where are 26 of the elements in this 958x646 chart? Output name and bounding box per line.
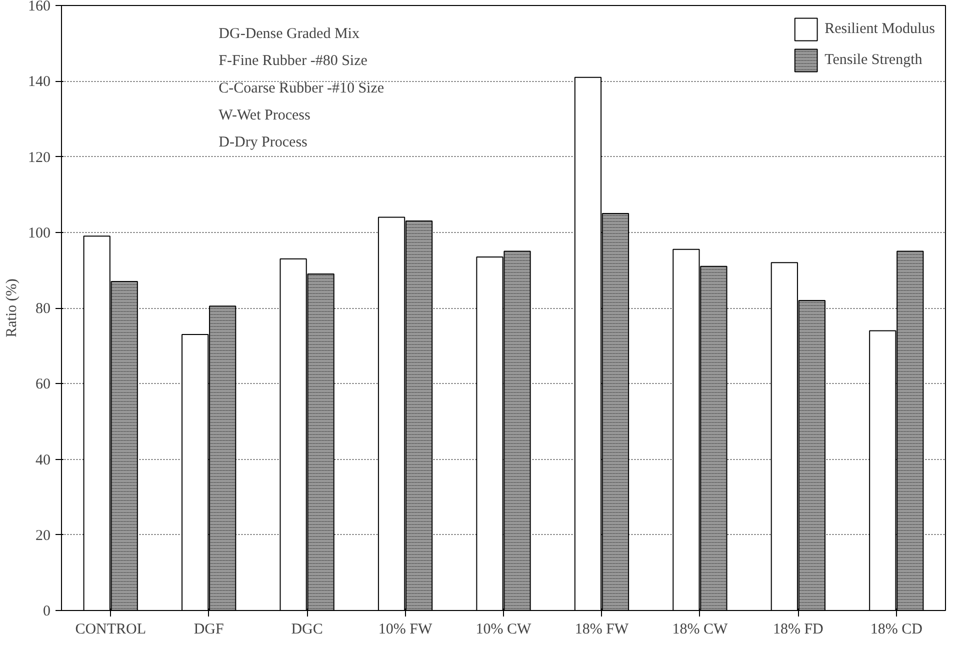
- legend-label: Tensile Strength: [824, 52, 922, 68]
- x-tick-label: 18% CD: [870, 622, 923, 638]
- y-tick-label: 80: [36, 301, 50, 317]
- x-tick-label: DGF: [194, 622, 224, 638]
- annotation: F-Fine Rubber -#80 Size: [218, 53, 368, 70]
- y-tick-label: 100: [28, 225, 50, 242]
- y-tick-label: 120: [28, 150, 50, 166]
- x-tick-label: CONTROL: [75, 622, 146, 638]
- legend-label: Resilient Modulus: [824, 20, 935, 38]
- annotation: W-Wet Process: [218, 107, 311, 124]
- x-tick-label: 10% FW: [378, 622, 433, 638]
- y-tick-label: 20: [36, 528, 50, 544]
- x-tick-label: 18% CW: [672, 622, 728, 638]
- annotation: D-Dry Process: [218, 134, 308, 151]
- x-tick-label: 18% FW: [574, 622, 630, 638]
- x-tick-label: 18% FD: [772, 622, 824, 638]
- annotation: C-Coarse Rubber -#10 Size: [218, 80, 384, 96]
- x-tick-label: 10% CW: [476, 622, 532, 638]
- y-tick-label: 40: [36, 452, 50, 468]
- y-tick-label: 0: [43, 604, 50, 620]
- y-tick-label: 60: [36, 376, 50, 393]
- annotation: DG-Dense Graded Mix: [218, 26, 360, 42]
- y-tick-label: 160: [28, 0, 50, 14]
- y-tick-label: 140: [28, 74, 50, 90]
- y-axis-title: Ratio (%): [4, 278, 20, 338]
- x-tick-label: DGC: [291, 622, 323, 638]
